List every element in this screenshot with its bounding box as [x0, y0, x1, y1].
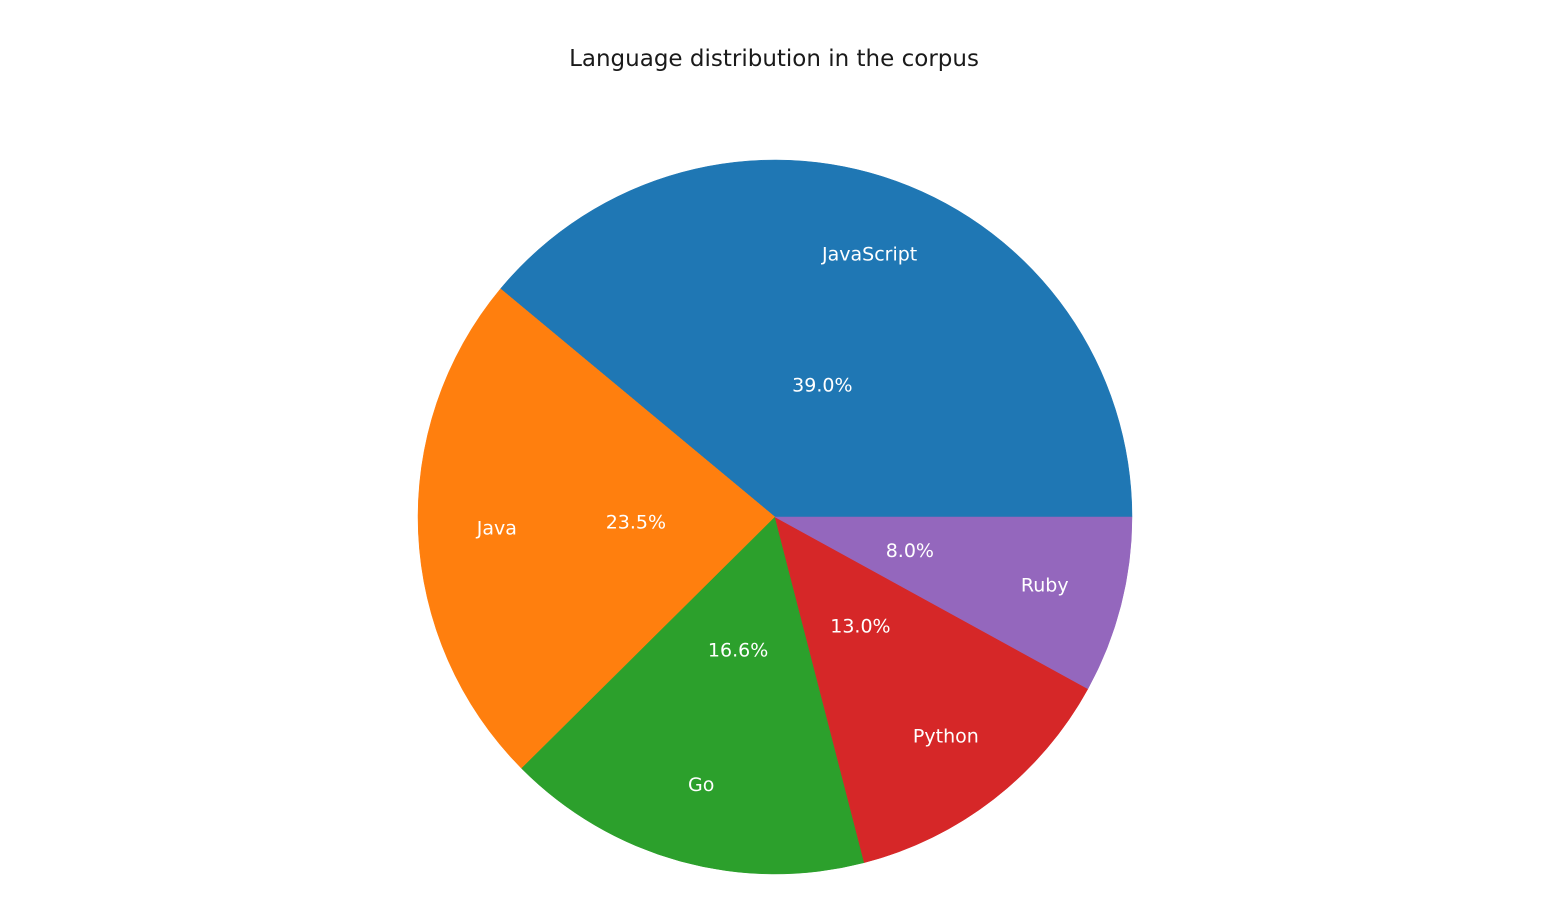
- chart-title: Language distribution in the corpus: [569, 46, 979, 72]
- slice-percent-java: 23.5%: [606, 512, 666, 534]
- slice-label-javascript: JavaScript: [821, 244, 917, 266]
- slice-percent-ruby: 8.0%: [886, 540, 934, 562]
- pie-labels: JavaScript 39.0% Java 23.5% Go 16.6% Python 13.…: [476, 244, 1069, 796]
- slice-percent-go: 16.6%: [708, 640, 768, 662]
- slice-label-ruby: Ruby: [1021, 575, 1069, 597]
- pie-slice-javascript: [500, 159, 1133, 518]
- slice-label-python: Python: [913, 725, 979, 747]
- pie-slice-python: [774, 516, 1089, 863]
- pie-slice-ruby: [774, 516, 1133, 690]
- slice-label-java: Java: [476, 518, 517, 540]
- pie-slice-java: [417, 288, 776, 769]
- slice-percent-javascript: 39.0%: [792, 375, 852, 397]
- slice-label-go: Go: [688, 774, 714, 796]
- pie-slices: [417, 159, 1133, 875]
- pie-slice-go: [521, 516, 865, 875]
- slice-percent-python: 13.0%: [830, 615, 890, 637]
